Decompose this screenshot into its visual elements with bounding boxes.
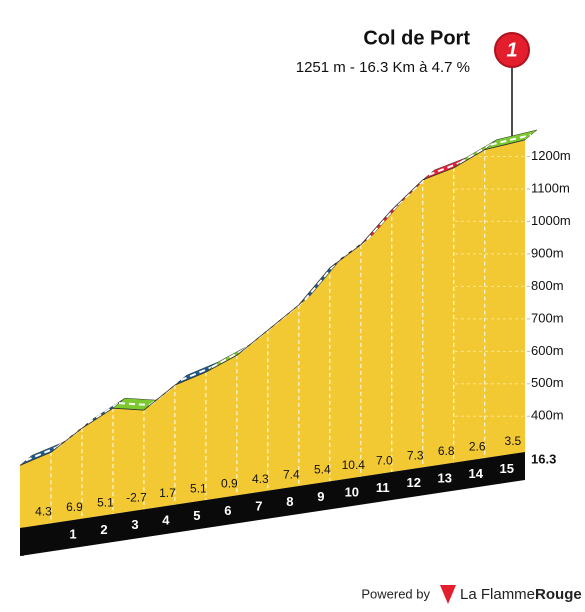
gradient-label: 2.6 — [469, 439, 486, 453]
powered-by: Powered by — [361, 586, 430, 601]
profile-body — [20, 139, 525, 528]
marker-pin — [494, 32, 530, 68]
ground-strip — [20, 452, 525, 556]
gradient-label: 7.3 — [407, 449, 424, 463]
y-tick-label: 1200m — [531, 148, 571, 163]
band-centerline — [211, 349, 244, 368]
marker-label: 1 — [506, 39, 517, 61]
y-tick-label: 600m — [531, 343, 564, 358]
x-tick-label: 15 — [499, 461, 513, 476]
y-tick-label: 900m — [531, 245, 564, 260]
x-tick-label: 1 — [69, 526, 76, 541]
gradient-label: 7.4 — [283, 467, 300, 481]
band-centerline — [87, 402, 120, 425]
y-tick-label: 400m — [531, 408, 564, 423]
gradient-label: 4.3 — [252, 472, 269, 486]
gradient-label: 5.1 — [190, 481, 207, 495]
x-tick-label: 7 — [255, 498, 262, 513]
x-tick-label: 10 — [345, 485, 359, 500]
x-tick-label: 16.3 — [531, 451, 556, 466]
y-tick-label: 700m — [531, 310, 564, 325]
gradient-label: 6.8 — [438, 444, 455, 458]
gradient-label: 10.4 — [342, 458, 366, 472]
band-centerline — [25, 446, 58, 462]
band-centerline — [366, 204, 399, 241]
brand: La FlammeRouge — [460, 586, 582, 603]
y-tick-label: 1100m — [531, 180, 570, 195]
gradient-label: 7.0 — [376, 453, 393, 467]
band-centerline — [180, 366, 213, 382]
y-tick-label: 800m — [531, 278, 564, 293]
x-tick-label: 11 — [376, 480, 390, 495]
brand-logo — [440, 585, 456, 604]
gradient-label: 1.7 — [159, 486, 176, 500]
x-tick-label: 14 — [469, 466, 484, 481]
y-tick-label: 500m — [531, 375, 564, 390]
gradient-label: -2.7 — [126, 491, 147, 505]
x-tick-label: 2 — [100, 522, 107, 537]
brand-name-bold: Rouge — [535, 586, 582, 603]
band-centerline — [118, 402, 150, 407]
x-tick-label: 6 — [224, 503, 231, 518]
gradient-label: 4.3 — [35, 505, 52, 519]
x-tick-label: 4 — [162, 512, 170, 527]
gradient-label: 3.5 — [505, 434, 522, 448]
x-tick-label: 8 — [286, 494, 293, 509]
band-centerline — [428, 161, 461, 176]
gradient-label: 0.9 — [221, 477, 238, 491]
chart-subtitle: 1251 m - 16.3 Km à 4.7 % — [296, 59, 470, 76]
profile-line — [19, 139, 526, 466]
gradient-label: 5.4 — [314, 463, 331, 477]
brand-name: La Flamme — [460, 586, 535, 603]
y-tick-label: 1000m — [531, 213, 571, 228]
x-tick-label: 9 — [317, 489, 324, 504]
chart-title: Col de Port — [363, 27, 470, 49]
x-tick-label: 13 — [438, 471, 452, 486]
gradient-label: 6.9 — [66, 500, 83, 514]
x-tick-label: 3 — [131, 517, 138, 532]
band-centerline — [490, 133, 532, 146]
band-centerline — [304, 262, 337, 301]
x-tick-label: 5 — [193, 508, 200, 523]
band-centerline — [459, 143, 492, 164]
gradient-label: 5.1 — [97, 495, 114, 509]
x-tick-label: 12 — [407, 475, 421, 490]
